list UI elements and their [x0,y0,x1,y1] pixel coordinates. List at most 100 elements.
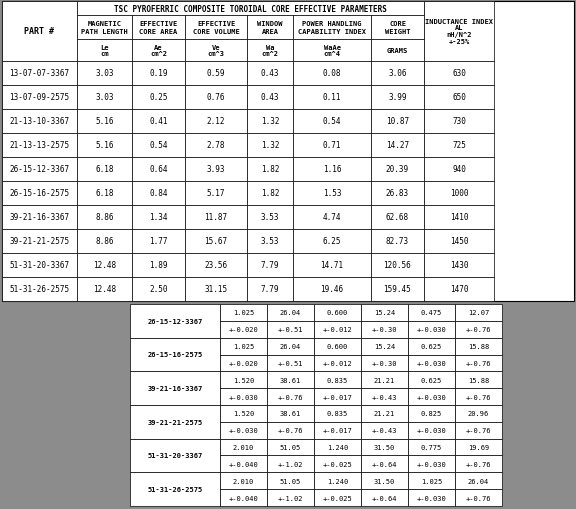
Text: PART #: PART # [25,27,55,37]
Text: 26-15-12-3367: 26-15-12-3367 [9,165,70,174]
Text: 1.34: 1.34 [149,213,168,222]
Bar [77,230,132,253]
Bar [267,355,314,372]
Bar [361,439,408,456]
Text: +-0.012: +-0.012 [323,327,353,332]
Text: 51-31-20-3367: 51-31-20-3367 [147,453,203,459]
Text: +-0.030: +-0.030 [416,495,446,500]
Text: 2.010: 2.010 [233,478,254,484]
Bar [455,388,502,405]
Bar [130,372,220,405]
Bar [371,40,424,62]
Bar [220,456,267,472]
Bar [455,321,502,338]
Bar [371,182,424,206]
Text: INDUCTANCE INDEX
AL
nH/N^2
+-25%: INDUCTANCE INDEX AL nH/N^2 +-25% [425,18,493,45]
Bar [455,372,502,388]
Text: EFFECTIVE
CORE AREA: EFFECTIVE CORE AREA [139,21,177,35]
Bar [361,472,408,489]
Text: 0.54: 0.54 [149,141,168,150]
Bar [220,405,267,422]
Text: 7.79: 7.79 [261,261,279,270]
Bar [2,2,574,301]
Text: TSC PYROFERRIC COMPOSITE TOROIDAL CORE EFFECTIVE PARAMETERS: TSC PYROFERRIC COMPOSITE TOROIDAL CORE E… [114,5,387,13]
Bar [314,388,361,405]
Bar [371,277,424,301]
Bar [293,277,371,301]
Text: 159.45: 159.45 [384,285,411,294]
Text: 3.99: 3.99 [388,93,407,102]
Text: +-1.02: +-1.02 [278,495,303,500]
Bar [220,355,267,372]
Text: 3.93: 3.93 [207,165,225,174]
Text: 0.600: 0.600 [327,310,348,316]
Bar [293,206,371,230]
Bar [361,456,408,472]
Bar [220,422,267,439]
Bar [371,158,424,182]
Bar [267,472,314,489]
Text: 0.25: 0.25 [149,93,168,102]
Text: +-0.030: +-0.030 [416,428,446,433]
Bar [424,62,494,86]
Bar [77,134,132,158]
Bar [132,110,185,134]
Text: +-0.76: +-0.76 [466,461,491,467]
Text: +-0.76: +-0.76 [466,428,491,433]
Bar [267,388,314,405]
Bar [2,2,77,62]
Text: Ve
cm^3: Ve cm^3 [207,44,225,58]
Bar [2,230,77,253]
Bar [267,321,314,338]
Text: +-0.43: +-0.43 [372,394,397,400]
Text: 1000: 1000 [450,189,468,198]
Text: 0.43: 0.43 [261,69,279,78]
Bar [314,338,361,355]
Bar [455,456,502,472]
Bar [408,355,455,372]
Bar [424,110,494,134]
Bar [247,253,293,277]
Text: 1.16: 1.16 [323,165,341,174]
Bar [130,439,220,472]
Bar [293,182,371,206]
Text: 38.61: 38.61 [280,411,301,416]
Bar [132,206,185,230]
Bar [267,489,314,506]
Bar [185,40,247,62]
Text: 39-21-16-3367: 39-21-16-3367 [9,213,70,222]
Bar [132,253,185,277]
Text: 5.17: 5.17 [207,189,225,198]
Text: 5.16: 5.16 [95,117,113,126]
Bar [2,253,77,277]
Text: +-0.64: +-0.64 [372,495,397,500]
Text: 51.05: 51.05 [280,478,301,484]
Bar [185,86,247,110]
Bar [455,338,502,355]
Text: Ae
cm^2: Ae cm^2 [150,44,167,58]
Bar [132,182,185,206]
Text: 39-21-21-2575: 39-21-21-2575 [147,419,203,425]
Text: +-0.51: +-0.51 [278,360,303,366]
Text: 2.010: 2.010 [233,444,254,450]
Bar [361,304,408,321]
Bar [247,110,293,134]
Text: +-0.025: +-0.025 [323,461,353,467]
Bar [185,253,247,277]
Text: 31.50: 31.50 [374,478,395,484]
Text: 1.32: 1.32 [261,141,279,150]
Bar [424,158,494,182]
Bar [361,489,408,506]
Bar [185,16,247,40]
Text: 730: 730 [452,117,466,126]
Text: 26.04: 26.04 [280,344,301,349]
Bar [314,405,361,422]
Text: 14.71: 14.71 [320,261,343,270]
Text: 8.86: 8.86 [95,213,113,222]
Text: CORE
WEIGHT: CORE WEIGHT [385,21,410,35]
Bar [408,456,455,472]
Bar [220,321,267,338]
Text: 0.11: 0.11 [323,93,341,102]
Bar [220,439,267,456]
Text: +-0.76: +-0.76 [466,327,491,332]
